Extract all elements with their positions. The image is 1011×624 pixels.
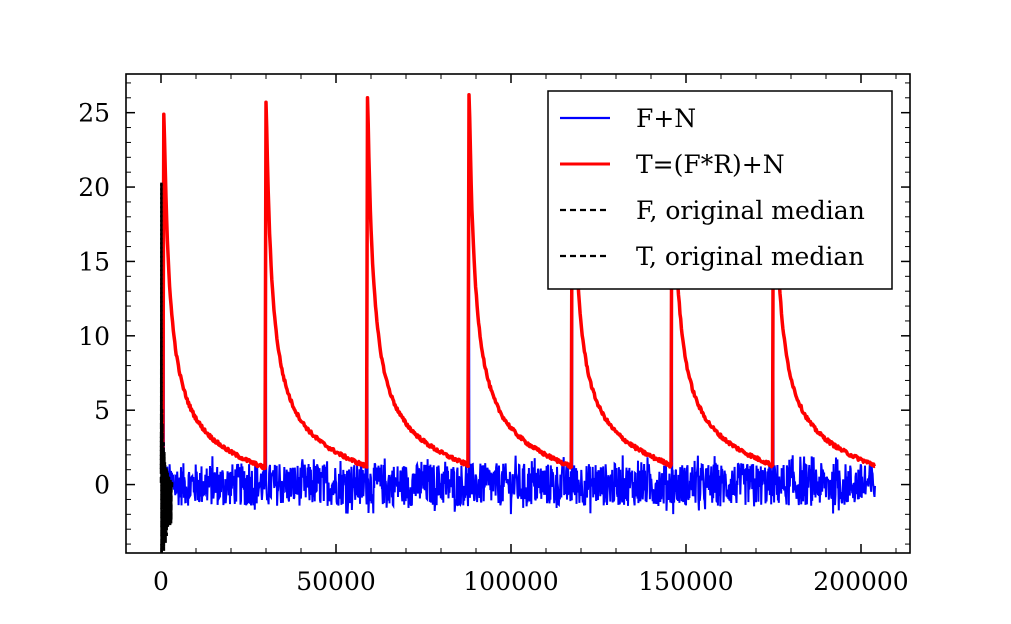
legend-label-4: T, original median: [636, 242, 864, 271]
plot-frame: [125, 73, 911, 554]
y-tick-label: 25: [78, 99, 110, 128]
y-tick-label: 15: [78, 247, 110, 276]
series-layer: [159, 93, 877, 553]
legend-label-1: F+N: [636, 104, 696, 133]
series-line-f-plus-n: [160, 187, 876, 515]
x-tick-label: 50000: [296, 567, 376, 596]
series-line-t: [161, 93, 877, 475]
series-line-t-original-median: [159, 182, 174, 553]
legend-label-3: F, original median: [636, 196, 865, 225]
y-tick-label: 5: [94, 396, 110, 425]
ticks-layer: 0 50000 100000 150000 200000 0 5 10 15 20 25: [78, 74, 910, 596]
x-tick-label: 150000: [638, 567, 733, 596]
x-tick-label: 0: [153, 567, 169, 596]
x-tick-label: 100000: [463, 567, 558, 596]
legend: F+N T=(F*R)+N F, original median T, origina…: [547, 90, 893, 290]
y-tick-label: 20: [78, 173, 110, 202]
y-tick-label: 10: [78, 322, 110, 351]
y-tick-label: 0: [94, 471, 110, 500]
x-tick-label: 200000: [813, 567, 908, 596]
legend-label-2: T=(F*R)+N: [636, 150, 785, 179]
